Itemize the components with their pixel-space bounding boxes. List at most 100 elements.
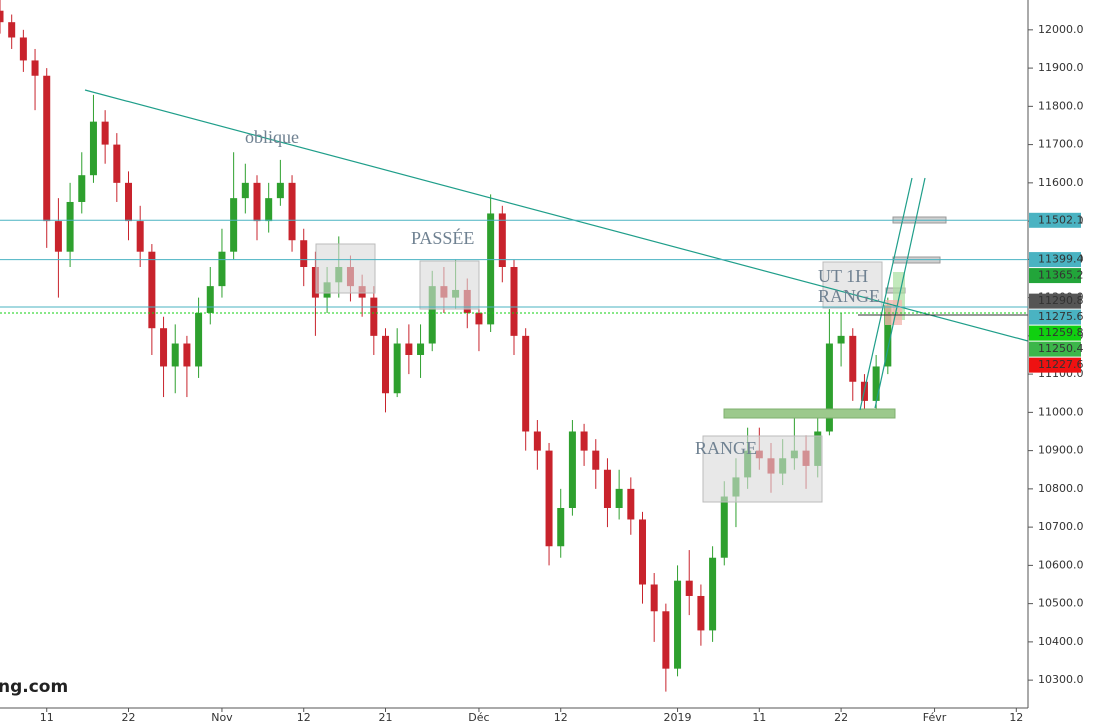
x-tick-label: 22 (834, 711, 848, 724)
candle-body (825, 343, 833, 432)
support-zone (723, 408, 896, 419)
candle-body (417, 343, 425, 355)
candle-body (615, 488, 623, 508)
y-tick-label: 11800.0 (1038, 99, 1084, 112)
candle-body (31, 60, 39, 76)
x-tick-label: Nov (211, 711, 233, 724)
candle-body (650, 584, 658, 612)
candle-body (78, 175, 86, 202)
x-tick-label: Déc (468, 711, 489, 724)
candle-body (603, 469, 611, 508)
channel-line (874, 177, 926, 409)
candle-body (428, 286, 436, 344)
x-tick-label: 12 (297, 711, 311, 724)
y-tick-label: 11600.0 (1038, 176, 1084, 189)
watermark: ng.com (0, 677, 68, 697)
annotation: PASSÉE (411, 227, 474, 248)
candle-body (276, 182, 284, 199)
price-label-bg (1029, 325, 1081, 341)
candle-body (849, 335, 857, 382)
candle-body (627, 488, 635, 520)
channel-line (859, 177, 913, 411)
price-label-bg (1029, 309, 1081, 325)
candle-body (89, 121, 97, 176)
x-tick-label: 12 (554, 711, 568, 724)
candle-body (253, 182, 261, 222)
price-label: 11250.4 (1038, 342, 1084, 355)
candle-body (557, 507, 565, 547)
candle-body (592, 450, 600, 470)
candle-body (405, 343, 413, 355)
candle-body (580, 431, 588, 451)
price-label-bg (1029, 212, 1081, 228)
candle-body (66, 201, 74, 252)
y-tick-label: 11900.0 (1038, 61, 1084, 74)
y-tick-label: 10400.0 (1038, 635, 1084, 648)
candle-body (311, 267, 319, 298)
price-label: 11275.6 (1038, 310, 1084, 323)
candle-body (171, 343, 179, 367)
candle-body (884, 305, 892, 367)
y-tick-label: 12000.0 (1038, 23, 1084, 36)
range-box (315, 243, 376, 294)
price-label: 11502.1 (1038, 213, 1084, 226)
candle-body (837, 335, 845, 344)
candle-body (148, 251, 156, 329)
x-tick-label: 12 (1009, 711, 1023, 724)
candle-body (8, 22, 16, 38)
price-label-bg (1029, 268, 1081, 284)
y-tick-label: 10500.0 (1038, 597, 1084, 610)
x-tick-label: 21 (379, 711, 393, 724)
candle-body (43, 75, 51, 222)
candle-body (475, 312, 483, 325)
candle-body (638, 519, 647, 585)
candle-body (370, 297, 378, 336)
x-tick-label: 11 (752, 711, 766, 724)
price-label-bg (1029, 357, 1081, 373)
candle-body (136, 221, 144, 252)
candle-body (674, 580, 682, 669)
y-tick-label: 10800.0 (1038, 482, 1084, 495)
x-tick-label: 11 (40, 711, 54, 724)
drawings (84, 89, 1029, 503)
candle-body (720, 496, 728, 558)
annotation: RANGE (818, 286, 880, 306)
candle-body (545, 450, 553, 547)
y-tick-label: 11000.0 (1038, 405, 1084, 418)
range-box (419, 260, 480, 310)
candle-body (0, 10, 4, 23)
candle-body (183, 343, 191, 367)
x-tick-label: 22 (122, 711, 136, 724)
candle-body (872, 366, 880, 401)
annotation: RANGE (695, 438, 757, 458)
candle-body (522, 335, 530, 432)
candle-body (113, 144, 121, 183)
price-label-bg (1029, 341, 1081, 357)
candle-body (568, 431, 576, 508)
price-label: 11290.8 (1038, 294, 1084, 307)
price-label: 11365.2 (1038, 269, 1084, 282)
candle-body (697, 595, 705, 631)
candle-body (498, 213, 506, 268)
candle-body (218, 251, 226, 287)
trend-line (84, 89, 1029, 342)
candle-body (685, 580, 693, 596)
annotation: oblique (245, 127, 299, 147)
candle-body (709, 557, 717, 631)
x-tick-label: 2019 (664, 711, 692, 724)
price-label-bg (1029, 293, 1081, 309)
candle-body (288, 182, 296, 241)
y-tick-label: 11700.0 (1038, 138, 1084, 151)
range-box (822, 261, 883, 309)
candle-body (19, 37, 27, 61)
candles (0, 0, 892, 692)
candle-body (662, 611, 670, 669)
candle-body (300, 240, 308, 268)
candle-body (241, 182, 249, 199)
candle-body (381, 335, 390, 394)
y-tick-label: 10900.0 (1038, 444, 1084, 457)
candle-body (160, 328, 168, 367)
price-label: 11399.4 (1038, 253, 1084, 266)
